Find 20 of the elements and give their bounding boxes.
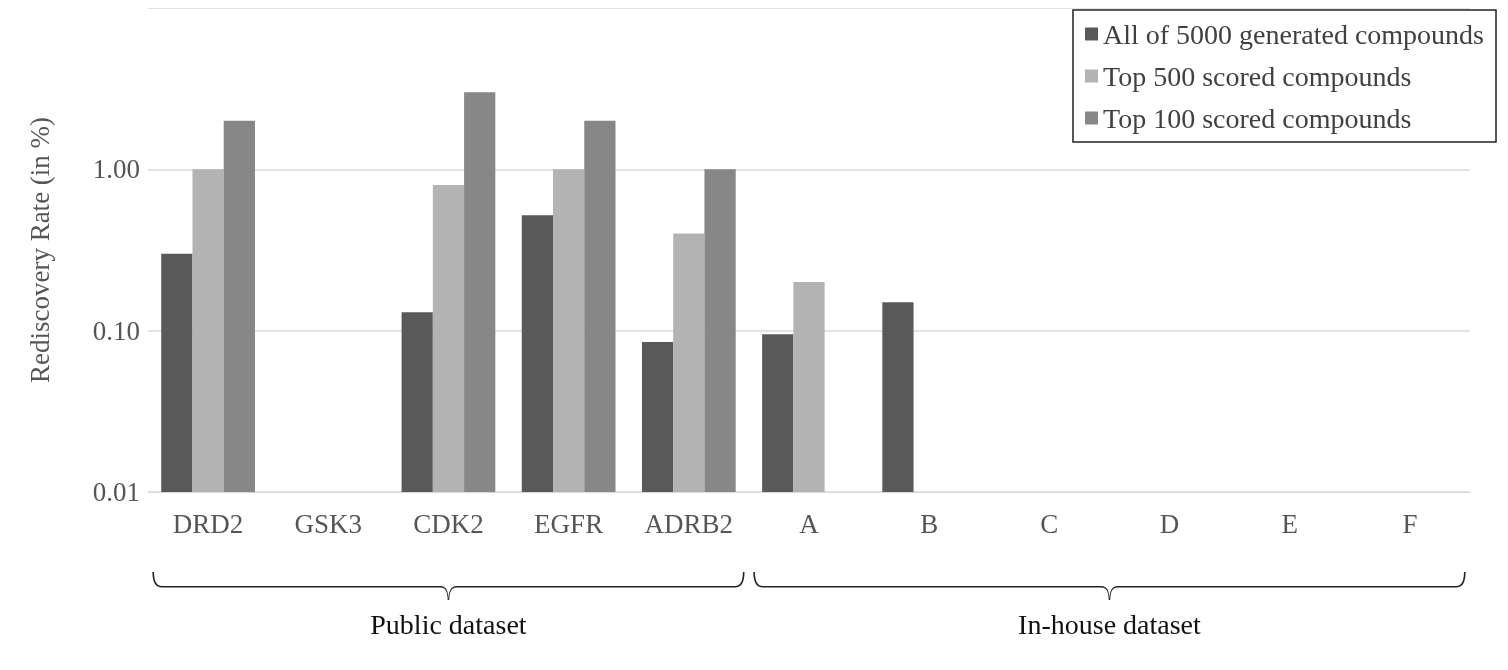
x-tick-label: EGFR [534,508,604,539]
x-tick-label: GSK3 [294,508,363,539]
legend-label: Top 500 scored compounds [1102,60,1412,92]
x-tick-label: B [920,508,939,539]
text: In-house dataset [1018,609,1202,640]
x-tick-label: CDK2 [413,508,484,539]
x-tick-label: F [1402,508,1418,539]
y-tick-label: 1.00 [92,154,140,185]
x-tick-label: A [799,508,820,539]
legend-label: All of 5000 generated compounds [1102,18,1485,50]
y-axis-title: Rediscovery Rate (in %) [24,116,55,384]
x-tick-label: ADRB2 [644,508,734,539]
text: Public dataset [370,609,527,640]
legend-label: Top 100 scored compounds [1102,102,1412,134]
x-tick-label: E [1281,508,1298,539]
y-tick-label: 0.10 [92,315,140,346]
y-tick-label: 0.01 [92,477,140,507]
x-tick-label: DRD2 [172,508,244,539]
x-tick-label: C [1040,508,1059,539]
x-tick-label: D [1159,508,1180,539]
